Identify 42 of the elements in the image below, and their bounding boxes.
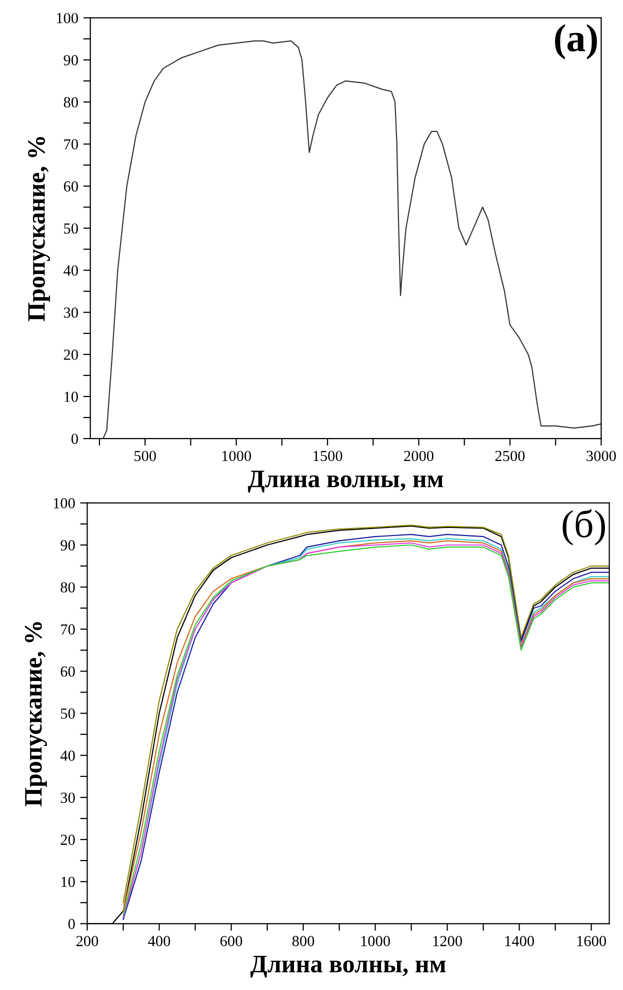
x-tick-label: 200 bbox=[76, 936, 98, 946]
y-tick-label: 80 bbox=[64, 97, 78, 108]
y-tick-label: 70 bbox=[61, 624, 75, 635]
x-tick-label: 2000 bbox=[404, 450, 434, 462]
y-tick-label: 40 bbox=[60, 750, 75, 761]
y-tick-label: 0 bbox=[71, 434, 78, 444]
y-tick-label: 90 bbox=[60, 540, 75, 550]
x-axis-title: Длина волны, нм bbox=[248, 470, 444, 492]
x-tick-label: 800 bbox=[292, 936, 314, 946]
y-axis-title: Пропускание, % bbox=[28, 137, 50, 322]
y-tick-label: 100 bbox=[54, 498, 75, 508]
x-tick-label: 2500 bbox=[495, 450, 525, 462]
y-tick-label: 80 bbox=[60, 582, 75, 593]
x-axis-title: Длина волны, нм bbox=[250, 956, 446, 978]
annotation: (б) bbox=[562, 509, 605, 546]
y-tick-label: 30 bbox=[60, 792, 75, 803]
y-tick-label: 20 bbox=[60, 834, 75, 845]
y-tick-label: 10 bbox=[64, 392, 78, 402]
x-tick-label: 1000 bbox=[222, 450, 251, 462]
x-tick-label: 1000 bbox=[361, 936, 390, 946]
y-tick-label: 100 bbox=[56, 12, 78, 24]
y-tick-label: 30 bbox=[64, 307, 78, 318]
y-tick-label: 70 bbox=[64, 139, 78, 150]
y-tick-label: 20 bbox=[64, 350, 78, 360]
y-tick-label: 60 bbox=[60, 666, 75, 677]
x-tick-label: 1600 bbox=[577, 936, 606, 946]
x-tick-label: 3000 bbox=[586, 450, 616, 462]
x-tick-label: 400 bbox=[148, 936, 170, 946]
y-tick-label: 10 bbox=[61, 876, 75, 888]
y-tick-label: 50 bbox=[61, 708, 75, 719]
x-tick-label: 1200 bbox=[433, 936, 462, 946]
y-tick-label: 60 bbox=[64, 181, 78, 192]
y-tick-label: 50 bbox=[64, 223, 78, 234]
x-tick-label: 600 bbox=[220, 936, 242, 946]
y-axis-title: Пропускание, % bbox=[24, 622, 47, 806]
y-tick-label: 90 bbox=[64, 55, 78, 66]
y-tick-label: 0 bbox=[68, 918, 75, 930]
annotation: (a) bbox=[555, 24, 597, 60]
x-tick-label: 1500 bbox=[314, 450, 342, 462]
y-tick-label: 40 bbox=[64, 265, 78, 276]
x-tick-label: 500 bbox=[134, 450, 156, 462]
x-tick-label: 1400 bbox=[505, 936, 534, 946]
